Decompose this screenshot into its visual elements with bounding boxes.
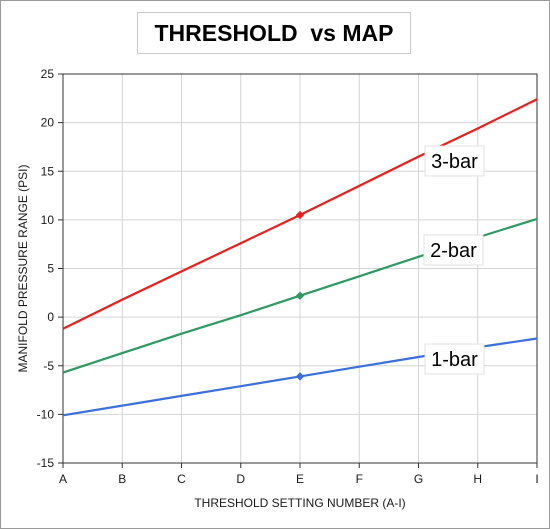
series-marker-1-bar	[295, 372, 305, 381]
y-tick-label: -15	[37, 456, 55, 470]
y-tick-label: 0	[47, 310, 54, 324]
series-label-box-1-bar	[424, 343, 485, 375]
x-tick-label: D	[236, 472, 245, 486]
series-marker-2-bar	[295, 291, 305, 300]
series-label-1-bar: 1-bar	[431, 349, 478, 371]
y-tick-label: -10	[37, 407, 55, 421]
series-label-box-3-bar	[424, 145, 485, 177]
x-axis-title: THRESHOLD SETTING NUMBER (A-I)	[194, 496, 405, 510]
chart-title: THRESHOLD vs MAP	[154, 19, 394, 46]
series-label-box-2-bar	[423, 234, 484, 266]
x-tick-label: F	[356, 472, 363, 486]
x-tick-label: E	[296, 472, 304, 486]
x-tick-label: C	[177, 472, 186, 486]
x-tick-label: B	[118, 472, 126, 486]
y-tick-label: 25	[41, 67, 55, 81]
y-axis-title: MANIFOLD PRESSURE RANGE (PSI)	[16, 164, 30, 372]
series-label-2-bar: 2-bar	[430, 240, 477, 262]
y-tick-label: 20	[41, 116, 55, 130]
x-tick-label: I	[535, 472, 538, 486]
series-labels: 3-bar 2-bar 1-bar	[423, 145, 485, 375]
y-tick-label: 5	[47, 262, 54, 276]
y-tick-label: 15	[41, 164, 55, 178]
x-tick-label: G	[414, 472, 423, 486]
series-marker-3-bar	[295, 210, 305, 220]
x-tick-label: A	[59, 472, 67, 486]
series-label-3-bar: 3-bar	[431, 151, 478, 173]
axis-ticks: A B C D E F G H I -15 -10 -5 0 5 10 15 20 25	[37, 67, 539, 486]
chart-title-box: THRESHOLD vs MAP	[137, 12, 411, 54]
y-tick-label: 10	[41, 213, 55, 227]
y-tick-label: -5	[43, 359, 54, 373]
x-tick-label: H	[473, 472, 482, 486]
